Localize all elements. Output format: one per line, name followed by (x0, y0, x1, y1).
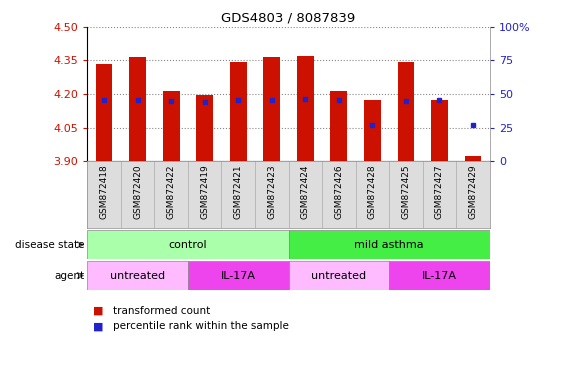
Bar (364, 100, 381, 161)
Bar (330, 91, 347, 161)
Bar (289, 261, 389, 290)
Bar (263, 57, 280, 161)
Text: mild asthma: mild asthma (354, 240, 424, 250)
Bar (96, 64, 113, 161)
Text: GSM872424: GSM872424 (301, 165, 310, 219)
Text: untreated: untreated (311, 270, 367, 281)
Bar (397, 61, 414, 161)
Text: untreated: untreated (110, 270, 165, 281)
Bar (297, 56, 314, 161)
Bar (289, 230, 490, 259)
Text: GSM872428: GSM872428 (368, 165, 377, 219)
Bar (464, 156, 481, 161)
Text: GSM872418: GSM872418 (100, 165, 109, 219)
Text: agent: agent (54, 270, 84, 281)
Bar (87, 261, 188, 290)
Bar (230, 61, 247, 161)
Text: GSM872422: GSM872422 (167, 165, 176, 219)
Text: GSM872423: GSM872423 (267, 165, 276, 219)
Text: ■: ■ (93, 306, 104, 316)
Bar (163, 91, 180, 161)
Bar (196, 95, 213, 161)
Text: percentile rank within the sample: percentile rank within the sample (113, 321, 288, 331)
Text: GSM872419: GSM872419 (200, 165, 209, 219)
Bar (87, 230, 289, 259)
Text: GSM872426: GSM872426 (334, 165, 343, 219)
Text: ■: ■ (93, 321, 104, 331)
Text: transformed count: transformed count (113, 306, 210, 316)
Text: GSM872429: GSM872429 (468, 165, 477, 219)
Title: GDS4803 / 8087839: GDS4803 / 8087839 (221, 11, 356, 24)
Bar (129, 57, 146, 161)
Text: IL-17A: IL-17A (422, 270, 457, 281)
Text: GSM872425: GSM872425 (401, 165, 410, 219)
Bar (431, 100, 448, 161)
Text: GSM872427: GSM872427 (435, 165, 444, 219)
Bar (188, 261, 289, 290)
Bar (389, 261, 490, 290)
Text: GSM872420: GSM872420 (133, 165, 142, 219)
Text: GSM872421: GSM872421 (234, 165, 243, 219)
Text: control: control (168, 240, 207, 250)
Text: IL-17A: IL-17A (221, 270, 256, 281)
Text: disease state: disease state (15, 240, 84, 250)
